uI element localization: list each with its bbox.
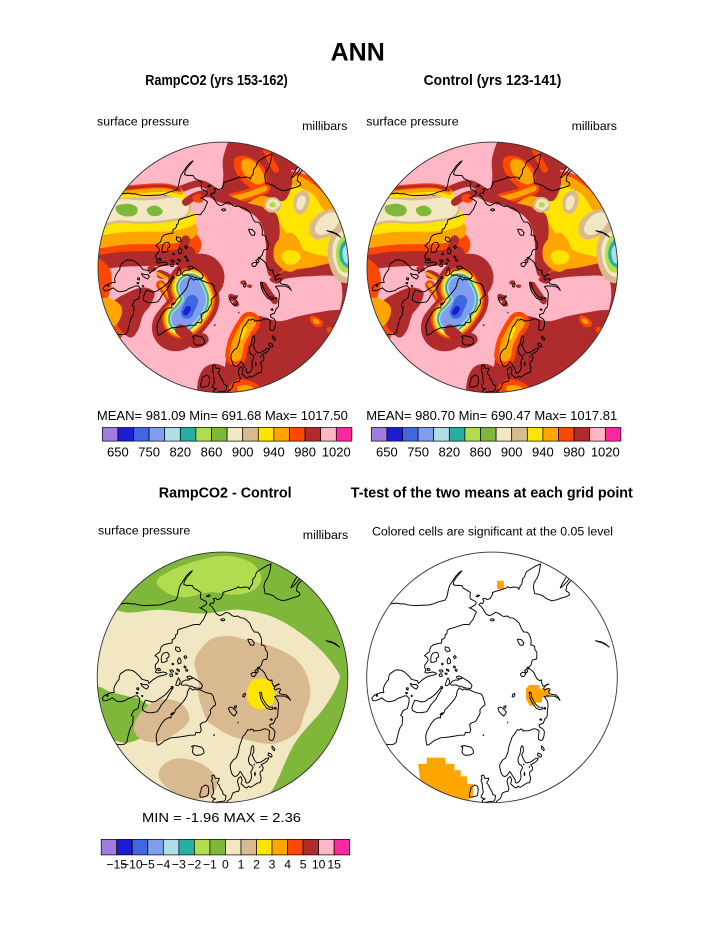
svg-text:−15: −15	[106, 858, 127, 872]
svg-text:−3: −3	[172, 858, 186, 872]
svg-text:650: 650	[107, 445, 129, 460]
svg-text:940: 940	[263, 445, 285, 460]
svg-text:T-test of the two means at eac: T-test of the two means at each grid poi…	[351, 486, 633, 502]
svg-text:−10: −10	[122, 858, 143, 872]
svg-text:650: 650	[376, 445, 398, 460]
svg-text:940: 940	[532, 445, 554, 460]
svg-text:MIN = -1.96 MAX = 2.36: MIN = -1.96 MAX = 2.36	[142, 811, 301, 825]
svg-text:5: 5	[300, 858, 307, 872]
svg-text:3: 3	[269, 858, 276, 872]
svg-text:RampCO2 - Control: RampCO2 - Control	[159, 486, 292, 502]
svg-text:900: 900	[232, 445, 254, 460]
svg-text:MEAN= 981.09 Min= 691.68: MEAN= 981.09 Min= 691.68 Max= 1017.50	[97, 409, 348, 423]
svg-text:750: 750	[138, 445, 160, 460]
svg-text:4: 4	[284, 858, 291, 872]
svg-text:RampCO2 (yrs 153-162): RampCO2 (yrs 153-162)	[145, 72, 288, 89]
svg-text:980: 980	[563, 445, 585, 460]
svg-text:750: 750	[407, 445, 429, 460]
svg-text:−4: −4	[156, 858, 170, 872]
svg-text:2: 2	[253, 858, 260, 872]
svg-text:10: 10	[312, 858, 326, 872]
svg-text:−1: −1	[203, 858, 217, 872]
svg-text:1020: 1020	[591, 445, 620, 460]
svg-text:surface pressure: surface pressure	[98, 524, 190, 538]
svg-text:surface pressure: surface pressure	[97, 114, 189, 128]
svg-text:860: 860	[470, 445, 492, 460]
svg-text:Colored cells are significant: Colored cells are significant at the 0.0…	[372, 525, 613, 539]
svg-text:ANN: ANN	[331, 39, 385, 67]
svg-text:−5: −5	[141, 858, 155, 872]
svg-text:MEAN= 980.70 Min= 690.47: MEAN= 980.70 Min= 690.47 Max= 1017.81	[366, 409, 617, 423]
svg-text:millibars: millibars	[303, 528, 348, 542]
svg-text:900: 900	[501, 445, 523, 460]
svg-text:820: 820	[438, 445, 460, 460]
svg-text:millibars: millibars	[572, 119, 617, 133]
svg-text:860: 860	[201, 445, 223, 460]
svg-text:−2: −2	[187, 858, 201, 872]
svg-text:980: 980	[294, 445, 316, 460]
svg-text:surface pressure: surface pressure	[366, 114, 458, 128]
svg-text:15: 15	[327, 858, 341, 872]
svg-text:millibars: millibars	[302, 119, 347, 133]
svg-text:820: 820	[169, 445, 191, 460]
svg-text:1: 1	[238, 858, 245, 872]
svg-text:Control (yrs 123-141): Control (yrs 123-141)	[424, 72, 562, 89]
svg-text:1020: 1020	[322, 445, 351, 460]
svg-text:0: 0	[222, 858, 229, 872]
